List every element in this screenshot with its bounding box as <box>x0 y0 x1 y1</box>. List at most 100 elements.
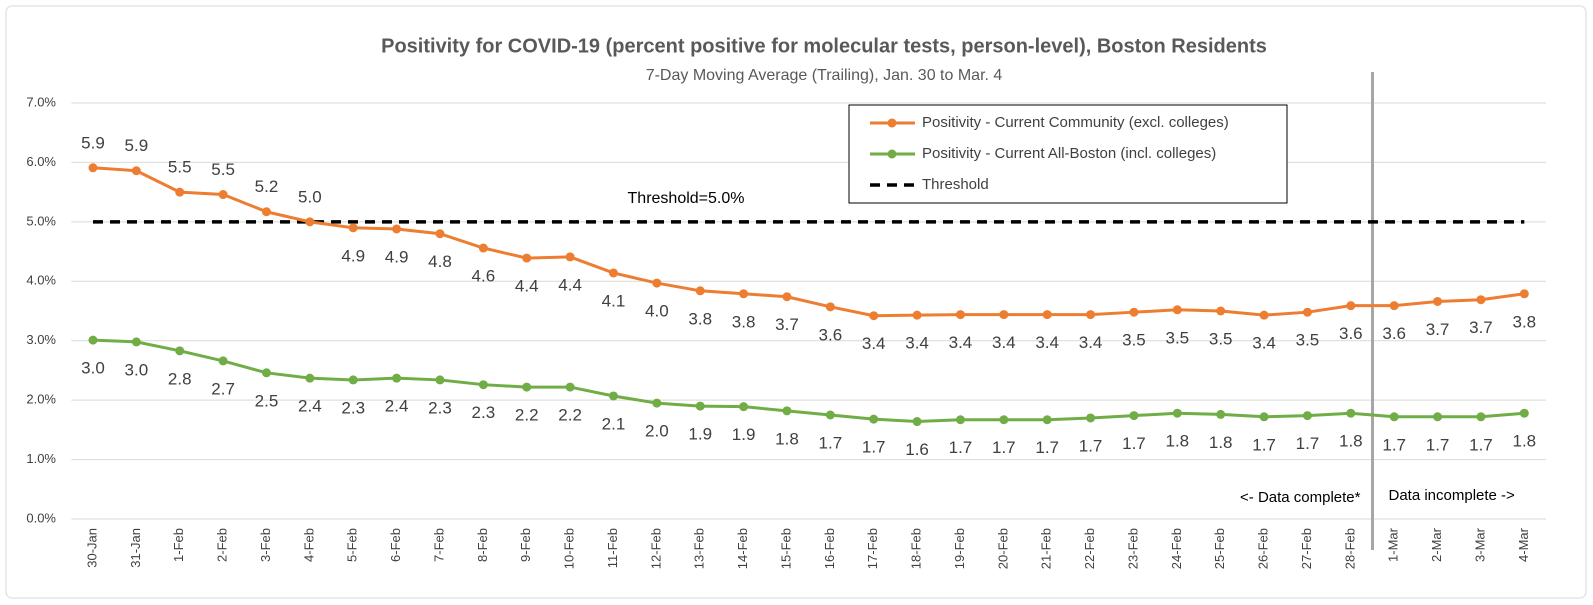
data-label: 1.7 <box>1382 435 1406 454</box>
x-tick-label: 24-Feb <box>1169 528 1184 569</box>
data-label: 1.7 <box>949 438 973 457</box>
data-label: 3.4 <box>1079 333 1103 352</box>
data-label: 1.7 <box>1252 435 1276 454</box>
data-label: 1.8 <box>1166 432 1190 451</box>
data-label: 4.9 <box>341 246 365 265</box>
data-point <box>565 382 575 392</box>
data-label: 3.7 <box>775 315 799 334</box>
x-tick-label: 2-Feb <box>215 528 230 562</box>
x-tick-label: 1-Feb <box>171 528 186 562</box>
data-point <box>88 163 98 173</box>
x-tick-label: 5-Feb <box>345 528 360 562</box>
data-point <box>782 292 792 302</box>
data-label: 5.9 <box>125 136 149 155</box>
data-point <box>1476 412 1486 422</box>
data-label: 5.5 <box>211 160 235 179</box>
x-tick-label: 7-Feb <box>431 528 446 562</box>
annotation: Data incomplete -> <box>1389 487 1516 504</box>
data-point <box>1216 409 1226 419</box>
data-point <box>1172 305 1182 315</box>
data-label: 1.8 <box>775 429 799 448</box>
data-label: 3.7 <box>1426 320 1450 339</box>
data-label: 5.0 <box>298 187 322 206</box>
y-tick-label: 5.0% <box>26 213 56 228</box>
legend-label: Positivity - Current Community (excl. co… <box>922 114 1229 131</box>
data-point <box>478 243 488 253</box>
data-label: 3.8 <box>688 309 712 328</box>
data-point <box>522 253 532 263</box>
annotation: <- Data complete* <box>1240 489 1361 506</box>
data-label: 3.4 <box>1035 333 1059 352</box>
x-tick-label: 21-Feb <box>1039 528 1054 569</box>
data-label: 1.8 <box>1209 433 1233 452</box>
x-tick-label: 3-Feb <box>258 528 273 562</box>
data-label: 1.7 <box>1469 435 1493 454</box>
data-point <box>999 415 1009 425</box>
x-tick-label: 11-Feb <box>605 528 620 568</box>
data-label: 1.7 <box>1035 438 1059 457</box>
data-point <box>869 311 879 321</box>
data-label: 3.5 <box>1209 329 1233 348</box>
data-point <box>348 375 358 385</box>
x-tick-label: 1-Mar <box>1386 527 1401 562</box>
data-point <box>1389 301 1399 311</box>
x-tick-label: 12-Feb <box>648 528 663 569</box>
data-label: 2.4 <box>385 397 409 416</box>
data-label: 2.7 <box>211 379 235 398</box>
data-point <box>1389 412 1399 422</box>
data-point <box>782 406 792 416</box>
data-point <box>652 398 662 408</box>
x-tick-label: 26-Feb <box>1256 528 1271 569</box>
data-point <box>131 337 141 347</box>
data-point <box>1476 295 1486 305</box>
data-point <box>88 335 98 345</box>
data-point <box>1302 307 1312 317</box>
data-label: 3.0 <box>81 359 105 378</box>
data-point <box>1259 412 1269 422</box>
data-point <box>1216 306 1226 316</box>
data-label: 2.2 <box>558 406 582 425</box>
legend-label: Threshold <box>922 176 989 193</box>
data-label: 3.6 <box>1339 324 1363 343</box>
data-point <box>348 223 358 233</box>
data-point <box>652 278 662 288</box>
data-point <box>1346 301 1356 311</box>
data-point <box>955 310 965 320</box>
data-label: 5.9 <box>81 133 105 152</box>
data-label: 1.9 <box>688 425 712 444</box>
data-label: 2.3 <box>428 398 452 417</box>
data-label: 4.4 <box>558 275 582 294</box>
data-point <box>825 410 835 420</box>
data-label: 3.5 <box>1166 328 1190 347</box>
x-tick-label: 18-Feb <box>909 528 924 569</box>
legend-marker <box>887 149 897 159</box>
legend-box <box>848 104 1288 204</box>
data-point <box>1086 413 1096 423</box>
data-point <box>1086 310 1096 320</box>
data-label: 2.4 <box>298 397 322 416</box>
data-label: 2.3 <box>472 403 496 422</box>
data-label: 2.0 <box>645 422 669 441</box>
data-label: 1.7 <box>1296 434 1320 453</box>
data-label: 3.0 <box>125 360 149 379</box>
chart-title: Positivity for COVID-19 (percent positiv… <box>381 35 1267 57</box>
data-point <box>739 402 749 412</box>
series-line <box>92 338 1525 424</box>
x-tick-label: 2-Mar <box>1429 527 1444 562</box>
data-label: 4.0 <box>645 302 669 321</box>
chart-subtitle: 7-Day Moving Average (Trailing), Jan. 30… <box>646 67 1003 84</box>
data-label: 3.6 <box>819 325 843 344</box>
y-tick-label: 1.0% <box>26 451 56 466</box>
data-label: 1.9 <box>732 425 756 444</box>
data-point <box>1129 307 1139 317</box>
data-label: 3.8 <box>732 312 756 331</box>
data-point <box>435 229 445 239</box>
data-point <box>1346 408 1356 418</box>
x-tick-label: 8-Feb <box>475 528 490 562</box>
x-tick-label: 4-Feb <box>301 528 316 562</box>
data-label: 1.8 <box>1512 432 1536 451</box>
data-point <box>1259 310 1269 320</box>
data-label: 1.7 <box>862 438 886 457</box>
data-label: 1.7 <box>992 438 1016 457</box>
